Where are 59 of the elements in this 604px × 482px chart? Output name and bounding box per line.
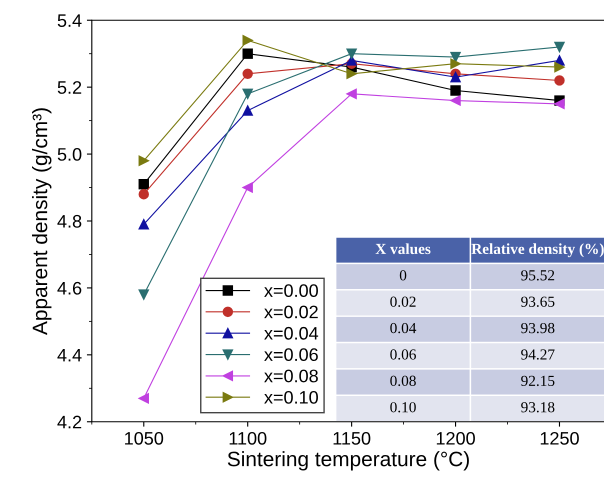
legend-label: x=0.00 <box>264 284 318 298</box>
annotation: 0.02 <box>390 296 416 307</box>
point <box>138 393 149 404</box>
y-tick-label: 4.4 <box>57 348 82 362</box>
point <box>346 88 357 100</box>
annotation: 0.08 <box>390 376 416 386</box>
point <box>242 105 253 116</box>
y-tick-label: 4.2 <box>57 416 82 428</box>
point <box>242 35 253 46</box>
annotation: 92.15 <box>521 376 554 386</box>
point <box>554 42 565 52</box>
y-tick-label: 5.2 <box>58 81 82 94</box>
point <box>554 75 565 86</box>
annotation: Relative density (%) <box>471 243 604 258</box>
annotation: 93.18 <box>521 402 554 412</box>
legend-label: x=0.10 <box>264 390 318 404</box>
point <box>346 68 357 79</box>
point <box>138 219 149 230</box>
x-tick-label: 1200 <box>436 432 475 445</box>
y-tick-label: 4.8 <box>57 214 82 228</box>
x-tick-label: 1050 <box>125 432 164 445</box>
annotation: 94.27 <box>521 349 555 360</box>
point <box>450 95 461 106</box>
point <box>554 98 565 110</box>
annotation: 0 <box>400 270 406 280</box>
legend-label: x=0.06 <box>264 348 318 362</box>
point <box>138 156 149 166</box>
x-tick-label: 1250 <box>540 432 579 445</box>
point <box>346 48 357 59</box>
point <box>450 85 461 96</box>
annotation: 0.04 <box>390 322 416 334</box>
annotation: 0.06 <box>390 349 416 360</box>
y-axis-title: Apparent density (g/cm³) <box>32 108 52 335</box>
point <box>138 178 149 190</box>
point <box>346 55 357 66</box>
annotation: X values <box>376 243 430 254</box>
point <box>242 182 253 193</box>
annotation: 93.98 <box>521 322 554 334</box>
x-axis-title: Sintering temperature (°C) <box>228 451 469 470</box>
point <box>450 72 461 82</box>
y-tick-label: 4.6 <box>57 282 82 295</box>
legend-label: x=0.04 <box>264 326 318 340</box>
point <box>242 48 253 59</box>
point <box>242 88 253 100</box>
y-tick-label: 5.0 <box>58 148 82 161</box>
annotation: 0.10 <box>390 402 416 412</box>
x-tick-label: 1150 <box>334 432 370 445</box>
legend-label: x=0.02 <box>264 306 318 318</box>
annotation: 93.65 <box>521 296 554 307</box>
point <box>138 189 149 200</box>
x-tick-label: 1100 <box>230 432 266 445</box>
point <box>450 52 461 62</box>
point <box>450 58 461 69</box>
point <box>242 68 253 79</box>
point <box>554 62 565 72</box>
annotation: 95.52 <box>521 270 554 281</box>
y-tick-label: 5.4 <box>58 14 82 27</box>
point <box>138 289 149 300</box>
legend-label: x=0.08 <box>264 370 318 382</box>
